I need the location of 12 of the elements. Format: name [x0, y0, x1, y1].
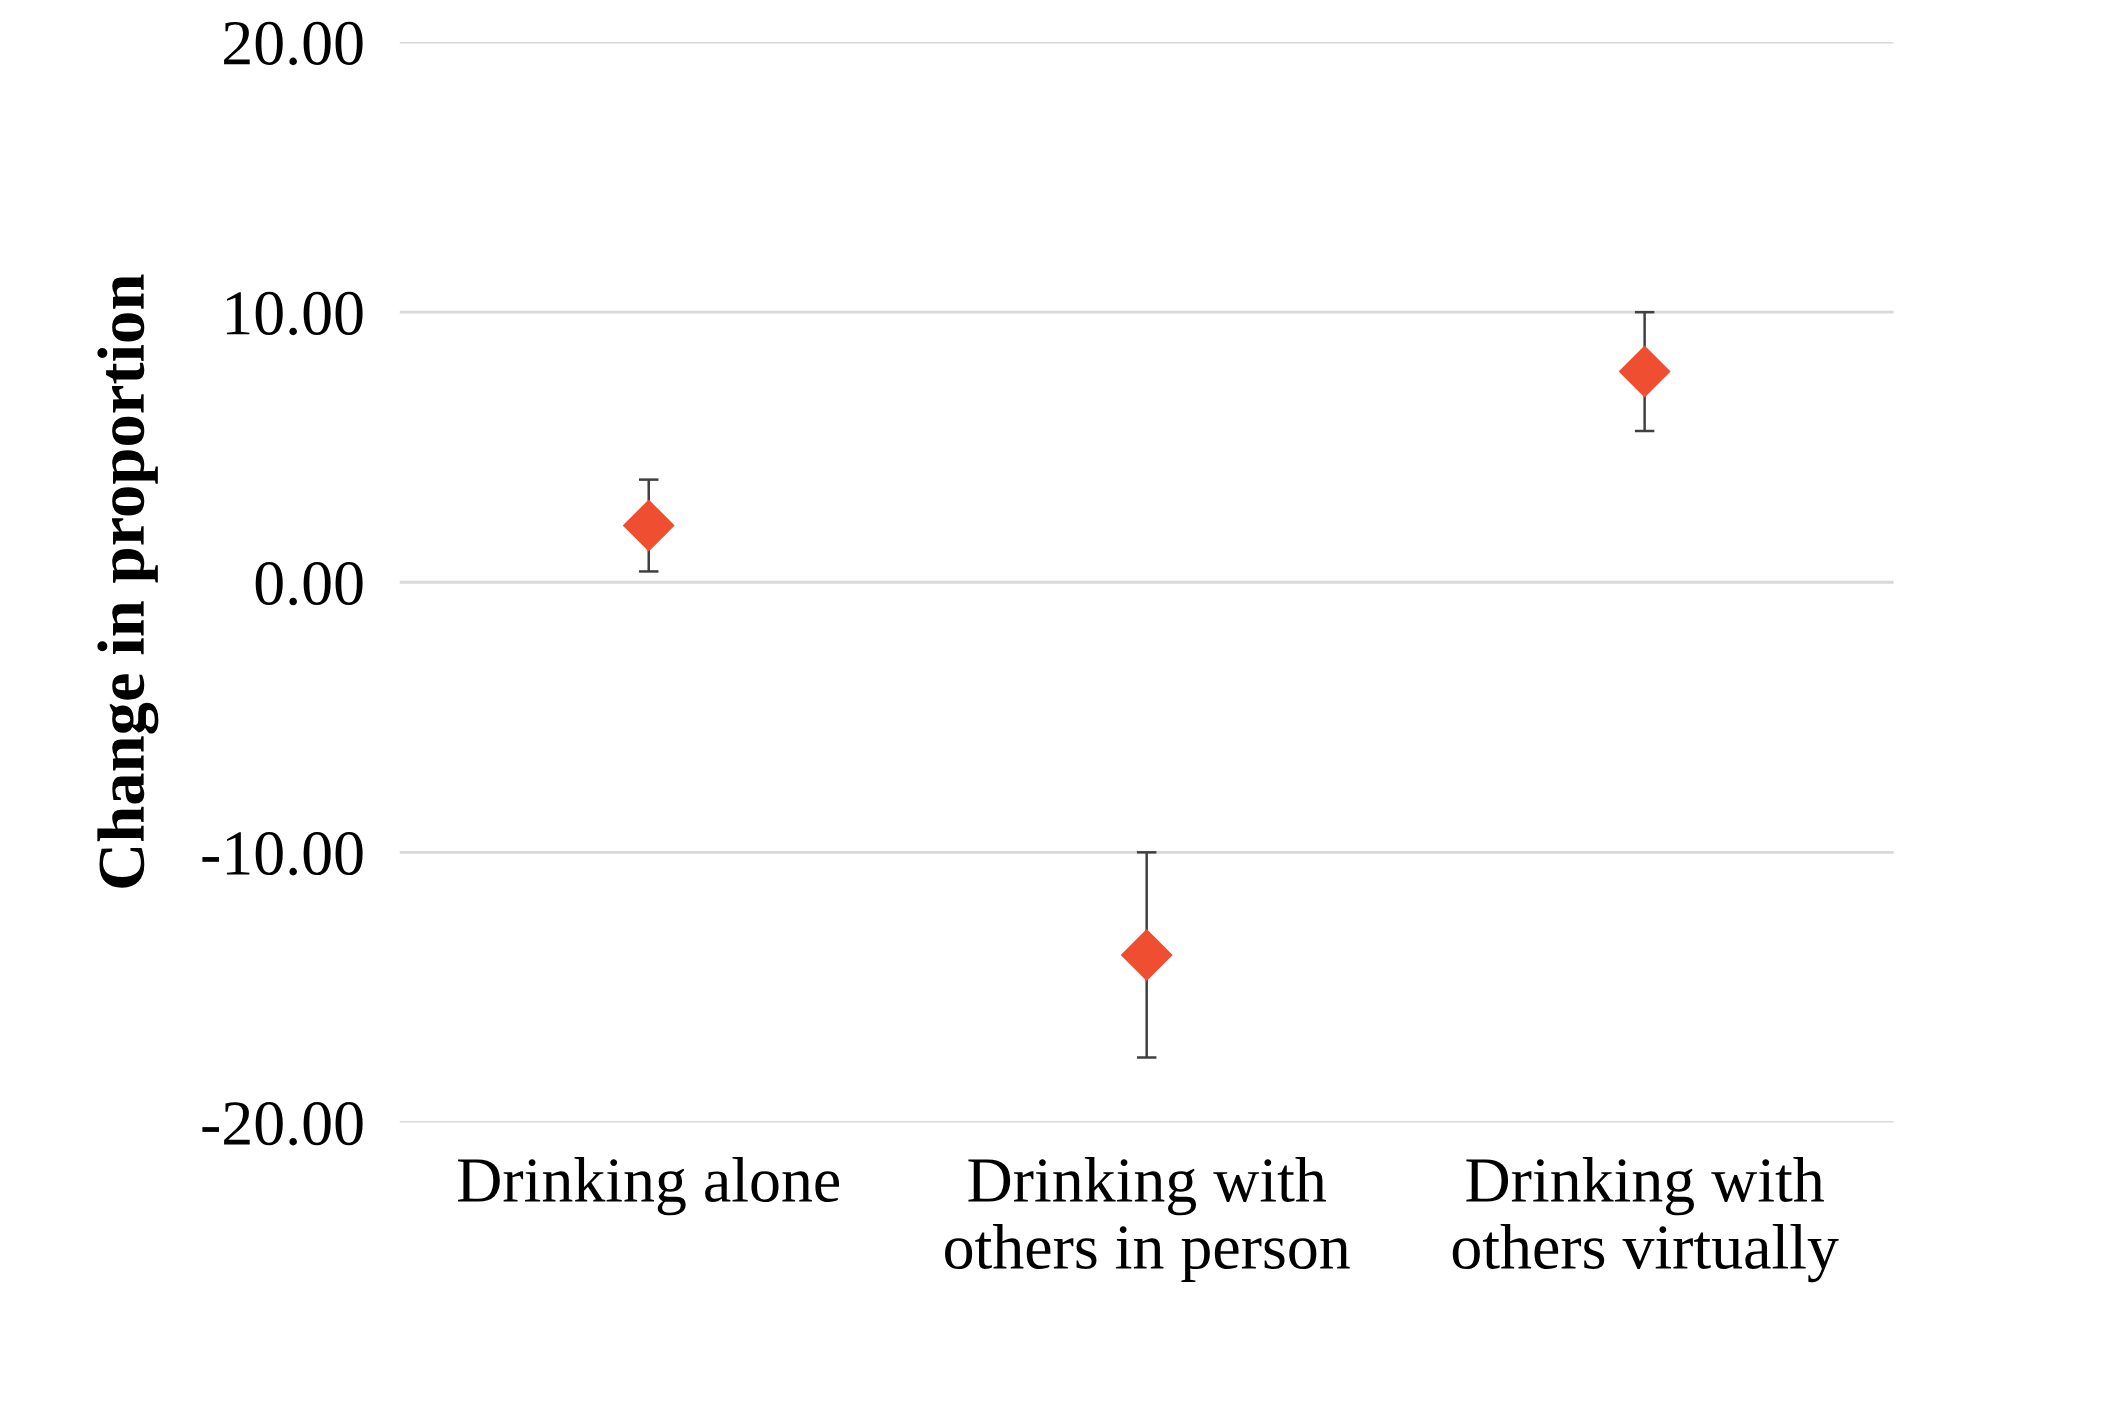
y-axis-title: Change in proportion	[97, 274, 159, 888]
y-tick-label: 0.00	[255, 561, 363, 606]
x-tick-label: Drinking with others virtually	[1452, 1157, 1839, 1283]
y-tick-label: -10.00	[202, 832, 363, 876]
y-tick-label: -20.00	[202, 1102, 363, 1146]
y-tick-label: 20.00	[224, 21, 363, 66]
point	[622, 499, 675, 552]
point	[1120, 928, 1173, 981]
y-tick-label: 10.00	[226, 291, 363, 336]
point	[1618, 345, 1671, 398]
x-tick-label: Drinking alone	[458, 1157, 840, 1216]
x-tick-label: Drinking with others in person	[945, 1157, 1350, 1283]
